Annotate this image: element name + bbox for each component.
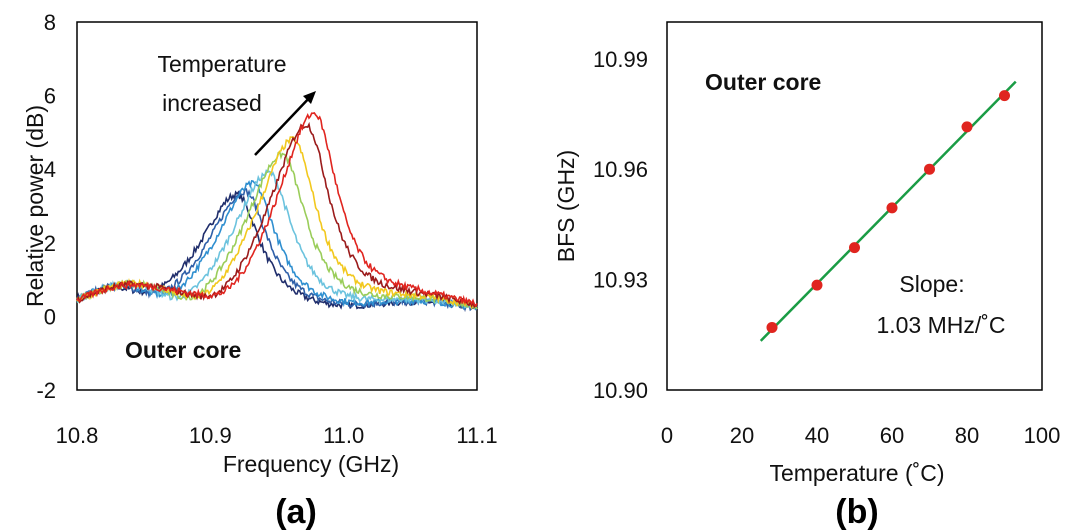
panel-b-ticks: 0 20 40 60 80 100 10.90 10.93 10.96 10.99 bbox=[593, 47, 1060, 448]
spectrum-series-line bbox=[76, 111, 478, 308]
panel-b-chart: 0 20 40 60 80 100 10.90 10.93 10.96 10.99 Outer c… bbox=[553, 21, 1060, 531]
panel-a-x-tick-label: 11.0 bbox=[323, 423, 364, 448]
panel-a-y-axis-label: Relative power (dB) bbox=[22, 105, 48, 307]
panel-b-plot-frame bbox=[666, 21, 1043, 391]
panel-a-series-group bbox=[76, 111, 478, 313]
bfs-data-point bbox=[766, 321, 778, 333]
panel-a-label: (a) bbox=[275, 493, 317, 531]
panel-b-y-tick-label: 10.96 bbox=[593, 157, 648, 182]
panel-b-x-tick-label: 40 bbox=[805, 423, 829, 448]
panel-a-plot-frame bbox=[76, 21, 478, 391]
bfs-data-point bbox=[811, 279, 823, 291]
bfs-data-point bbox=[849, 242, 860, 254]
panel-b-y-tick-label: 10.99 bbox=[593, 47, 648, 72]
panel-a-y-tick-label: 2 bbox=[44, 231, 56, 256]
panel-a-chart: 10.8 10.9 11.0 11.1 -2 0 2 4 6 8 Temperature incr… bbox=[22, 10, 498, 531]
bfs-data-point bbox=[999, 90, 1010, 102]
spectrum-series-line bbox=[76, 180, 478, 311]
panel-b-x-tick-label: 0 bbox=[661, 423, 673, 448]
temperature-annotation-line2: increased bbox=[162, 90, 262, 116]
panel-b-x-tick-label: 80 bbox=[955, 423, 979, 448]
panel-a-y-tick-label: 6 bbox=[44, 84, 56, 109]
panel-b-x-axis-label: Temperature (˚C) bbox=[769, 460, 944, 486]
spectrum-series-line bbox=[76, 121, 478, 309]
panel-a-y-tick-label: -2 bbox=[36, 378, 56, 403]
panel-b-y-tick-label: 10.93 bbox=[593, 268, 648, 293]
bfs-data-point bbox=[961, 121, 973, 133]
panel-a-y-tick-label: 0 bbox=[44, 304, 56, 329]
panel-b-x-tick-label: 100 bbox=[1024, 423, 1061, 448]
panel-b-core-label: Outer core bbox=[705, 69, 821, 95]
temperature-arrow bbox=[254, 94, 313, 156]
spectrum-series-line bbox=[76, 136, 478, 310]
temperature-arrow-head bbox=[303, 91, 316, 104]
panel-a-x-tick-label: 10.8 bbox=[56, 423, 99, 448]
panel-b-y-tick-label: 10.90 bbox=[593, 378, 648, 403]
slope-annotation-line1: Slope: bbox=[899, 271, 964, 297]
panel-a-x-axis-label: Frequency (GHz) bbox=[223, 451, 399, 477]
panel-a-ticks: 10.8 10.9 11.0 11.1 -2 0 2 4 6 8 bbox=[36, 10, 497, 448]
panel-a-x-tick-label: 11.1 bbox=[456, 423, 497, 448]
panel-a-y-tick-label: 4 bbox=[44, 157, 56, 182]
temperature-annotation-line1: Temperature bbox=[157, 51, 286, 77]
panel-a-core-label: Outer core bbox=[125, 337, 241, 363]
panel-b-label: (b) bbox=[835, 493, 878, 531]
panel-b-y-axis-label: BFS (GHz) bbox=[553, 150, 579, 262]
panel-b-x-tick-label: 20 bbox=[730, 423, 754, 448]
panel-b-x-tick-label: 60 bbox=[880, 423, 904, 448]
bfs-data-point bbox=[924, 163, 935, 175]
slope-annotation-line2: 1.03 MHz/˚C bbox=[876, 312, 1005, 338]
bfs-data-point bbox=[886, 202, 898, 214]
panel-b-points-group bbox=[766, 90, 1010, 333]
panel-a-y-tick-label: 8 bbox=[44, 10, 56, 35]
panel-a-x-tick-label: 10.9 bbox=[189, 423, 232, 448]
